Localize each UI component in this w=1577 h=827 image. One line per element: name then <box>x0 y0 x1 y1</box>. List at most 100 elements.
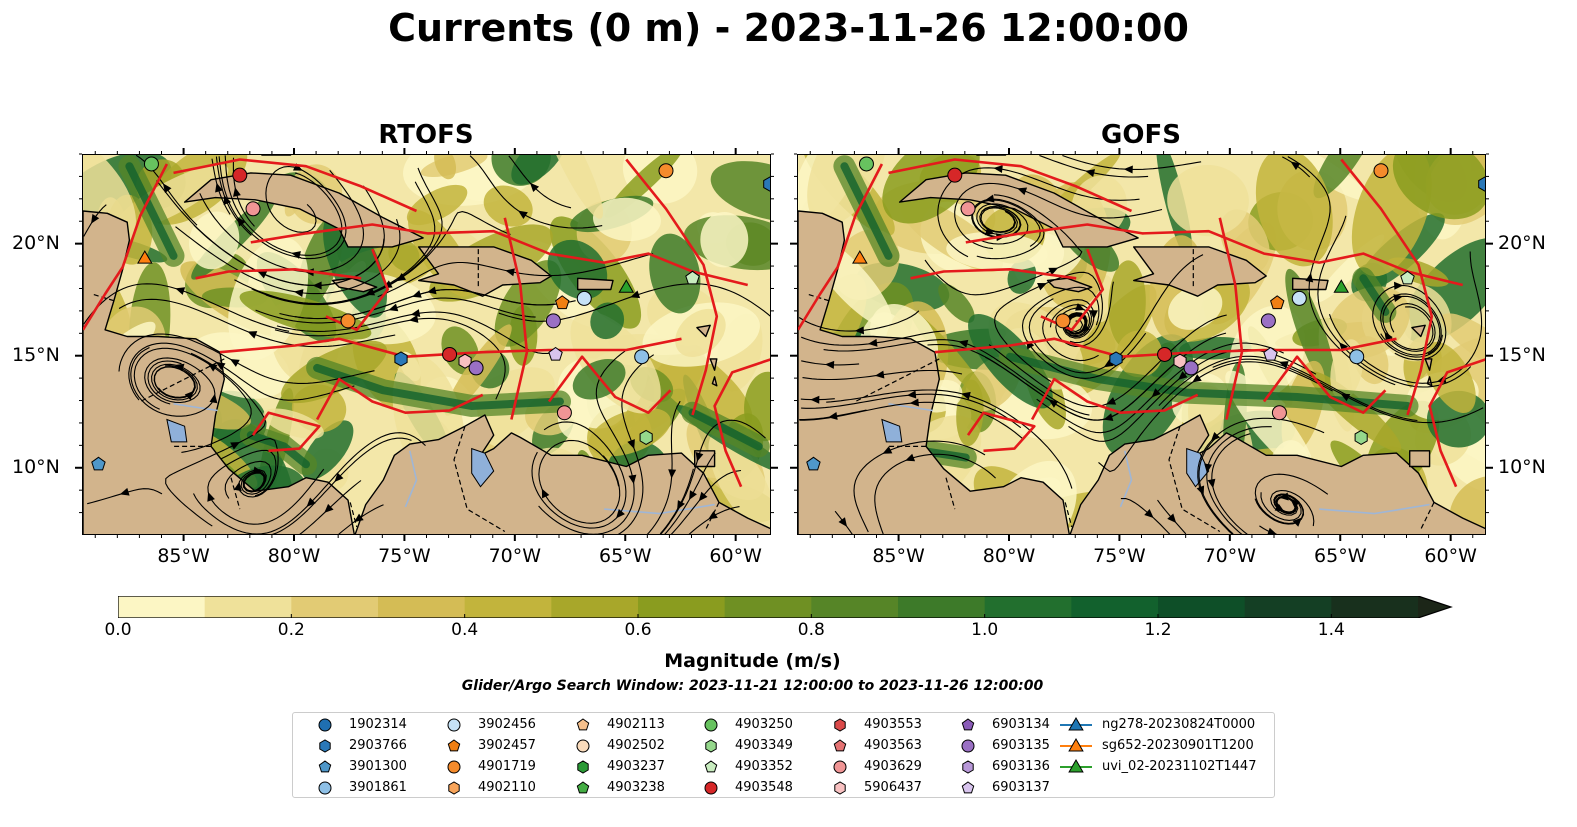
colorbar-segment <box>638 596 726 618</box>
colorbar-tick-label: 0.4 <box>451 620 479 640</box>
legend-label: 4903563 <box>864 738 922 753</box>
colorbar-tick-label: 1.2 <box>1144 620 1172 640</box>
legend-marker-icon <box>834 718 846 732</box>
legend-label: 4903250 <box>735 717 793 732</box>
colorbar-segment <box>1158 596 1246 618</box>
colorbar-tick-label: 0.0 <box>104 620 132 640</box>
legend-label: 6903135 <box>992 738 1050 753</box>
map-panel-rtofs <box>82 154 771 535</box>
legend-label: 3901861 <box>349 780 407 795</box>
legend-marker-icon <box>704 781 718 795</box>
legend-label: 4903238 <box>607 780 665 795</box>
colorbar <box>117 595 1453 619</box>
lon-tick-label: 75°W <box>1093 545 1146 567</box>
legend-label: 4901719 <box>478 759 536 774</box>
colorbar-gradient <box>117 595 1453 619</box>
lon-tick-label: 70°W <box>488 545 542 567</box>
legend-label: 1902314 <box>349 717 407 732</box>
legend-marker-icon <box>447 760 461 774</box>
legend-label: ng278-20230824T0000 <box>1102 717 1256 732</box>
legend-marker-icon <box>961 781 975 794</box>
legend-label: 6903134 <box>992 717 1050 732</box>
lon-tick-label: 80°W <box>267 545 321 567</box>
legend-marker-icon <box>833 760 847 774</box>
legend-label: 4903548 <box>735 780 793 795</box>
colorbar-tick-label: 0.2 <box>277 620 305 640</box>
lon-tick-label: 70°W <box>1203 545 1257 567</box>
legend-marker-icon <box>576 739 590 753</box>
legend-label: 5906437 <box>864 780 922 795</box>
colorbar-segment <box>464 596 552 618</box>
legend-label: 3902456 <box>478 717 536 732</box>
colorbar-segment <box>551 596 639 618</box>
colorbar-segment <box>1331 596 1419 618</box>
legend-marker-icon <box>318 760 332 773</box>
colorbar-tick-label: 0.8 <box>797 620 825 640</box>
legend-marker-icon <box>704 718 718 732</box>
colorbar-label: Magnitude (m/s) <box>664 650 841 672</box>
legend-marker-icon <box>319 739 331 753</box>
lon-tick-label: 65°W <box>1314 545 1367 567</box>
legend-marker-icon <box>448 781 460 795</box>
search-window-text: Glider/Argo Search Window: 2023-11-21 12… <box>461 678 1044 694</box>
lat-tick-label: 15°N <box>12 343 60 366</box>
lat-tick-label: 15°N <box>1498 343 1546 366</box>
legend-marker-icon <box>834 781 846 795</box>
lon-tick-label: 65°W <box>599 545 652 567</box>
legend-label: uvi_02-20231102T1447 <box>1102 759 1257 774</box>
lon-tick-label: 85°W <box>157 545 210 567</box>
legend-marker-icon <box>318 781 332 795</box>
float-markers <box>91 156 770 471</box>
legend-marker-icon <box>1060 716 1092 731</box>
legend: 1902314 2903766 3901300 3901861 3902456 39024… <box>292 712 1275 798</box>
panel-title-rtofs: RTOFS <box>378 120 474 150</box>
colorbar-segment <box>1244 596 1332 618</box>
colorbar-tick-label: 1.4 <box>1317 620 1345 640</box>
legend-marker-icon <box>447 739 461 752</box>
lat-tick-label: 10°N <box>1498 455 1546 478</box>
colorbar-segment <box>118 596 206 618</box>
colorbar-segment <box>204 596 292 618</box>
legend-label: 4903553 <box>864 717 922 732</box>
legend-marker-icon <box>704 760 718 773</box>
legend-label: 3902457 <box>478 738 536 753</box>
land <box>798 155 1485 534</box>
legend-marker-icon <box>1060 758 1092 773</box>
legend-label: 4902110 <box>478 780 536 795</box>
legend-marker-icon <box>961 739 975 753</box>
legend-marker-icon <box>447 718 461 732</box>
legend-label: 4903352 <box>735 759 793 774</box>
colorbar-segment <box>898 596 986 618</box>
streamlines <box>798 155 1484 534</box>
lat-tick-label: 20°N <box>1498 231 1546 254</box>
colorbar-segment <box>724 596 812 618</box>
colorbar-ticks: 0.0 0.2 0.4 0.6 0.8 1.0 1.2 1.4 <box>0 620 1577 650</box>
legend-label: 4902113 <box>607 717 665 732</box>
legend-label: 2903766 <box>349 738 407 753</box>
currents-map-rtofs <box>83 155 770 534</box>
legend-label: 4903237 <box>607 759 665 774</box>
legend-marker-icon <box>705 739 717 753</box>
colorbar-segment <box>291 596 379 618</box>
colorbar-segment <box>811 596 899 618</box>
legend-marker-icon <box>577 760 589 774</box>
legend-label: 4903349 <box>735 738 793 753</box>
colorbar-tick-label: 0.6 <box>624 620 652 640</box>
lon-tick-label: 75°W <box>378 545 431 567</box>
panel-title-gofs: GOFS <box>1101 120 1181 150</box>
legend-marker-icon <box>1060 737 1092 752</box>
colorbar-segment <box>378 596 466 618</box>
colorbar-segment <box>1071 596 1159 618</box>
lat-tick-label: 10°N <box>12 455 60 478</box>
map-panel-gofs <box>797 154 1486 535</box>
float-markers <box>806 156 1485 471</box>
figure-title: Currents (0 m) - 2023-11-26 12:00:00 <box>388 6 1189 50</box>
colorbar-extend-arrow <box>1418 596 1451 618</box>
legend-label: 4902502 <box>607 738 665 753</box>
lon-tick-label: 60°W <box>709 545 762 567</box>
boundary-lines <box>798 158 1485 488</box>
currents-map-gofs <box>798 155 1485 534</box>
legend-label: 6903136 <box>992 759 1050 774</box>
legend-label: 6903137 <box>992 780 1050 795</box>
legend-marker-icon <box>962 760 974 774</box>
